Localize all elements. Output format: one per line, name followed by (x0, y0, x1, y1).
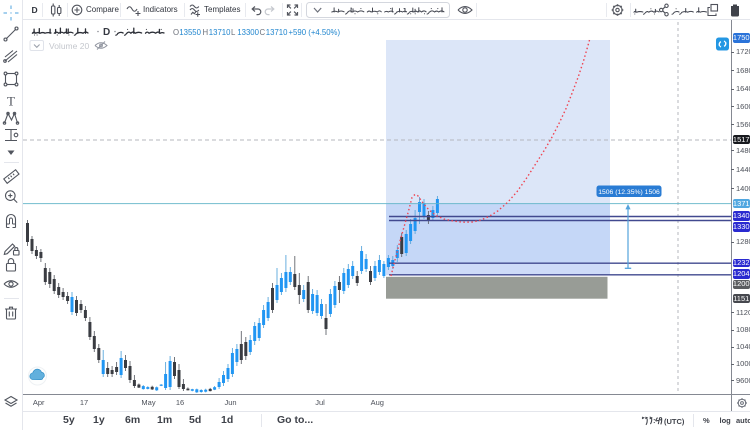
svg-text:1506 (12.35%) 1506: 1506 (12.35%) 1506 (598, 189, 660, 196)
svg-text:D: D (103, 27, 110, 38)
svg-text:T: T (7, 94, 15, 109)
svg-text:13300: 13300 (237, 28, 259, 37)
svg-text:(UTC): (UTC) (664, 417, 685, 426)
svg-text:+590 (+4.50%): +590 (+4.50%) (289, 28, 341, 37)
svg-text:H: H (203, 28, 209, 37)
svg-text:13710: 13710 (209, 28, 231, 37)
svg-text:13710: 13710 (266, 28, 288, 37)
svg-text:Volume 20: Volume 20 (49, 41, 89, 51)
svg-text:C: C (260, 28, 266, 37)
svg-text:O: O (173, 28, 179, 37)
svg-text:L: L (231, 28, 236, 37)
svg-text:13550: 13550 (179, 28, 201, 37)
